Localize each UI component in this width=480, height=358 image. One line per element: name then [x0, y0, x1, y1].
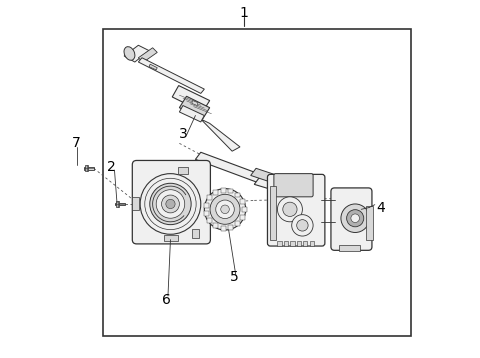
Bar	[240, 215, 245, 220]
Bar	[115, 203, 125, 205]
Text: 1: 1	[239, 6, 248, 20]
Text: 4: 4	[376, 200, 385, 214]
FancyBboxPatch shape	[132, 160, 210, 244]
Polygon shape	[149, 64, 157, 70]
Bar	[204, 211, 209, 216]
Bar	[290, 241, 295, 246]
Circle shape	[292, 215, 313, 236]
Polygon shape	[251, 168, 310, 193]
Ellipse shape	[124, 47, 135, 60]
Circle shape	[297, 220, 308, 231]
Bar	[207, 195, 212, 200]
Bar	[228, 189, 233, 193]
Bar	[339, 245, 360, 251]
Polygon shape	[138, 58, 204, 93]
FancyBboxPatch shape	[274, 174, 313, 197]
Bar	[164, 235, 178, 241]
Bar	[284, 241, 288, 246]
Circle shape	[204, 189, 246, 230]
Bar	[220, 226, 226, 231]
Bar	[366, 206, 373, 240]
Text: 5: 5	[230, 270, 239, 284]
Circle shape	[277, 197, 302, 222]
Circle shape	[140, 174, 201, 234]
FancyBboxPatch shape	[331, 188, 372, 250]
FancyBboxPatch shape	[267, 174, 325, 246]
Circle shape	[283, 202, 297, 217]
Circle shape	[145, 178, 196, 229]
Bar	[235, 221, 240, 226]
Polygon shape	[138, 48, 157, 62]
Bar	[270, 186, 276, 240]
Polygon shape	[180, 106, 204, 122]
Bar	[220, 188, 226, 193]
Bar	[213, 223, 218, 228]
Circle shape	[351, 214, 360, 223]
Bar	[297, 241, 301, 246]
Polygon shape	[124, 45, 149, 62]
Circle shape	[221, 205, 229, 214]
Polygon shape	[180, 96, 210, 119]
Bar	[204, 203, 209, 208]
Polygon shape	[172, 86, 210, 112]
Polygon shape	[201, 119, 240, 151]
Circle shape	[156, 190, 185, 218]
Bar	[178, 167, 188, 174]
Text: 7: 7	[72, 136, 81, 150]
Bar	[228, 225, 233, 230]
Bar	[116, 201, 119, 207]
Bar	[132, 197, 139, 211]
Text: 3: 3	[179, 127, 187, 141]
Bar	[242, 207, 247, 212]
Polygon shape	[254, 177, 313, 200]
Circle shape	[162, 195, 180, 213]
Bar	[240, 199, 245, 204]
Bar	[303, 241, 307, 246]
Bar	[103, 29, 411, 336]
Circle shape	[341, 204, 370, 232]
Circle shape	[347, 210, 364, 227]
Text: 2: 2	[107, 160, 116, 174]
Bar	[310, 241, 314, 246]
Polygon shape	[192, 101, 198, 106]
Bar	[85, 165, 88, 171]
Text: 6: 6	[162, 293, 171, 307]
Circle shape	[210, 194, 240, 224]
Circle shape	[150, 183, 191, 225]
Bar	[235, 193, 240, 198]
Bar	[84, 167, 94, 170]
Bar	[277, 241, 282, 246]
Bar	[207, 218, 212, 223]
Circle shape	[216, 200, 234, 219]
Polygon shape	[192, 229, 199, 238]
Polygon shape	[195, 152, 263, 183]
Circle shape	[166, 199, 175, 209]
Bar	[213, 190, 218, 195]
